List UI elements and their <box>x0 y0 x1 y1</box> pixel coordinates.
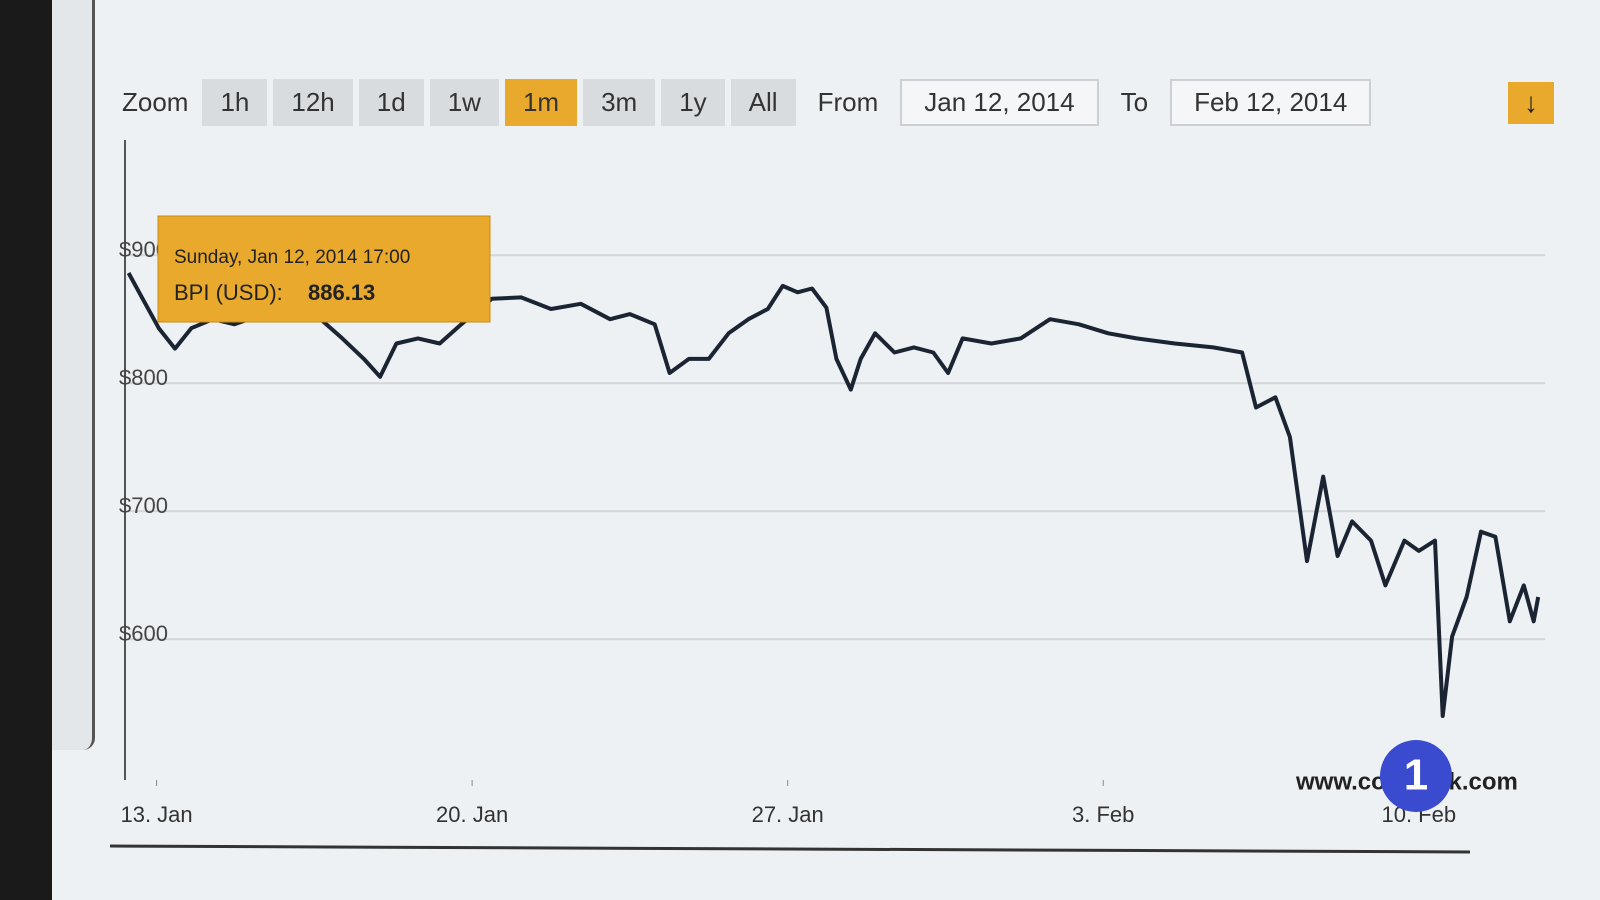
to-date[interactable]: Feb 12, 2014 <box>1170 78 1372 126</box>
zoom-label: Zoom <box>122 86 189 117</box>
zoom-button[interactable]: All <box>730 78 796 126</box>
zoom-bar: Zoom 1h 12h 1d 1w 1m 3m 1y All From Jan 12, 201… <box>122 78 1393 126</box>
tv-logo <box>1380 740 1452 812</box>
zoom-button[interactable]: 1h <box>202 78 268 126</box>
zoom-button[interactable]: 12h <box>273 78 353 126</box>
tooltip-box <box>157 215 491 323</box>
from-date[interactable]: Jan 12, 2014 <box>900 78 1099 126</box>
x-tick-label: 3. Feb <box>1072 802 1134 827</box>
to-label: To <box>1120 86 1149 117</box>
tv-logo-text: 1 <box>1404 751 1428 800</box>
download-button[interactable]: ↓ <box>1508 82 1554 124</box>
tooltip-label: BPI (USD): <box>174 280 283 305</box>
x-tick-label: 13. Jan <box>120 802 192 827</box>
tooltip-date: Sunday, Jan 12, 2014 17:00 <box>174 247 410 268</box>
navigator-line <box>109 844 1471 854</box>
zoom-button[interactable]: 1w <box>429 78 499 126</box>
price-line <box>126 272 1541 718</box>
sidebar <box>52 0 95 750</box>
x-tick-label: 27. Jan <box>752 802 824 827</box>
zoom-buttons: 1h 12h 1d 1w 1m 3m 1y All <box>202 78 801 126</box>
from-label: From <box>817 86 879 117</box>
zoom-button[interactable]: 1d <box>358 78 424 126</box>
zoom-button[interactable]: 1m <box>504 78 578 126</box>
x-tick-label: 20. Jan <box>436 802 508 827</box>
zoom-button[interactable]: 1y <box>661 78 725 126</box>
y-tick-label: $700 <box>119 493 168 518</box>
screen: Zoom 1h 12h 1d 1w 1m 3m 1y All From Jan 12, 201… <box>52 0 1600 900</box>
zoom-button[interactable]: 3m <box>583 78 656 126</box>
tooltip: Sunday, Jan 12, 2014 17:00 BPI (USD): 88… <box>157 215 491 323</box>
y-tick-label: $800 <box>119 365 168 390</box>
tooltip-value: 886.13 <box>308 280 375 305</box>
y-tick-label: $600 <box>119 621 168 646</box>
